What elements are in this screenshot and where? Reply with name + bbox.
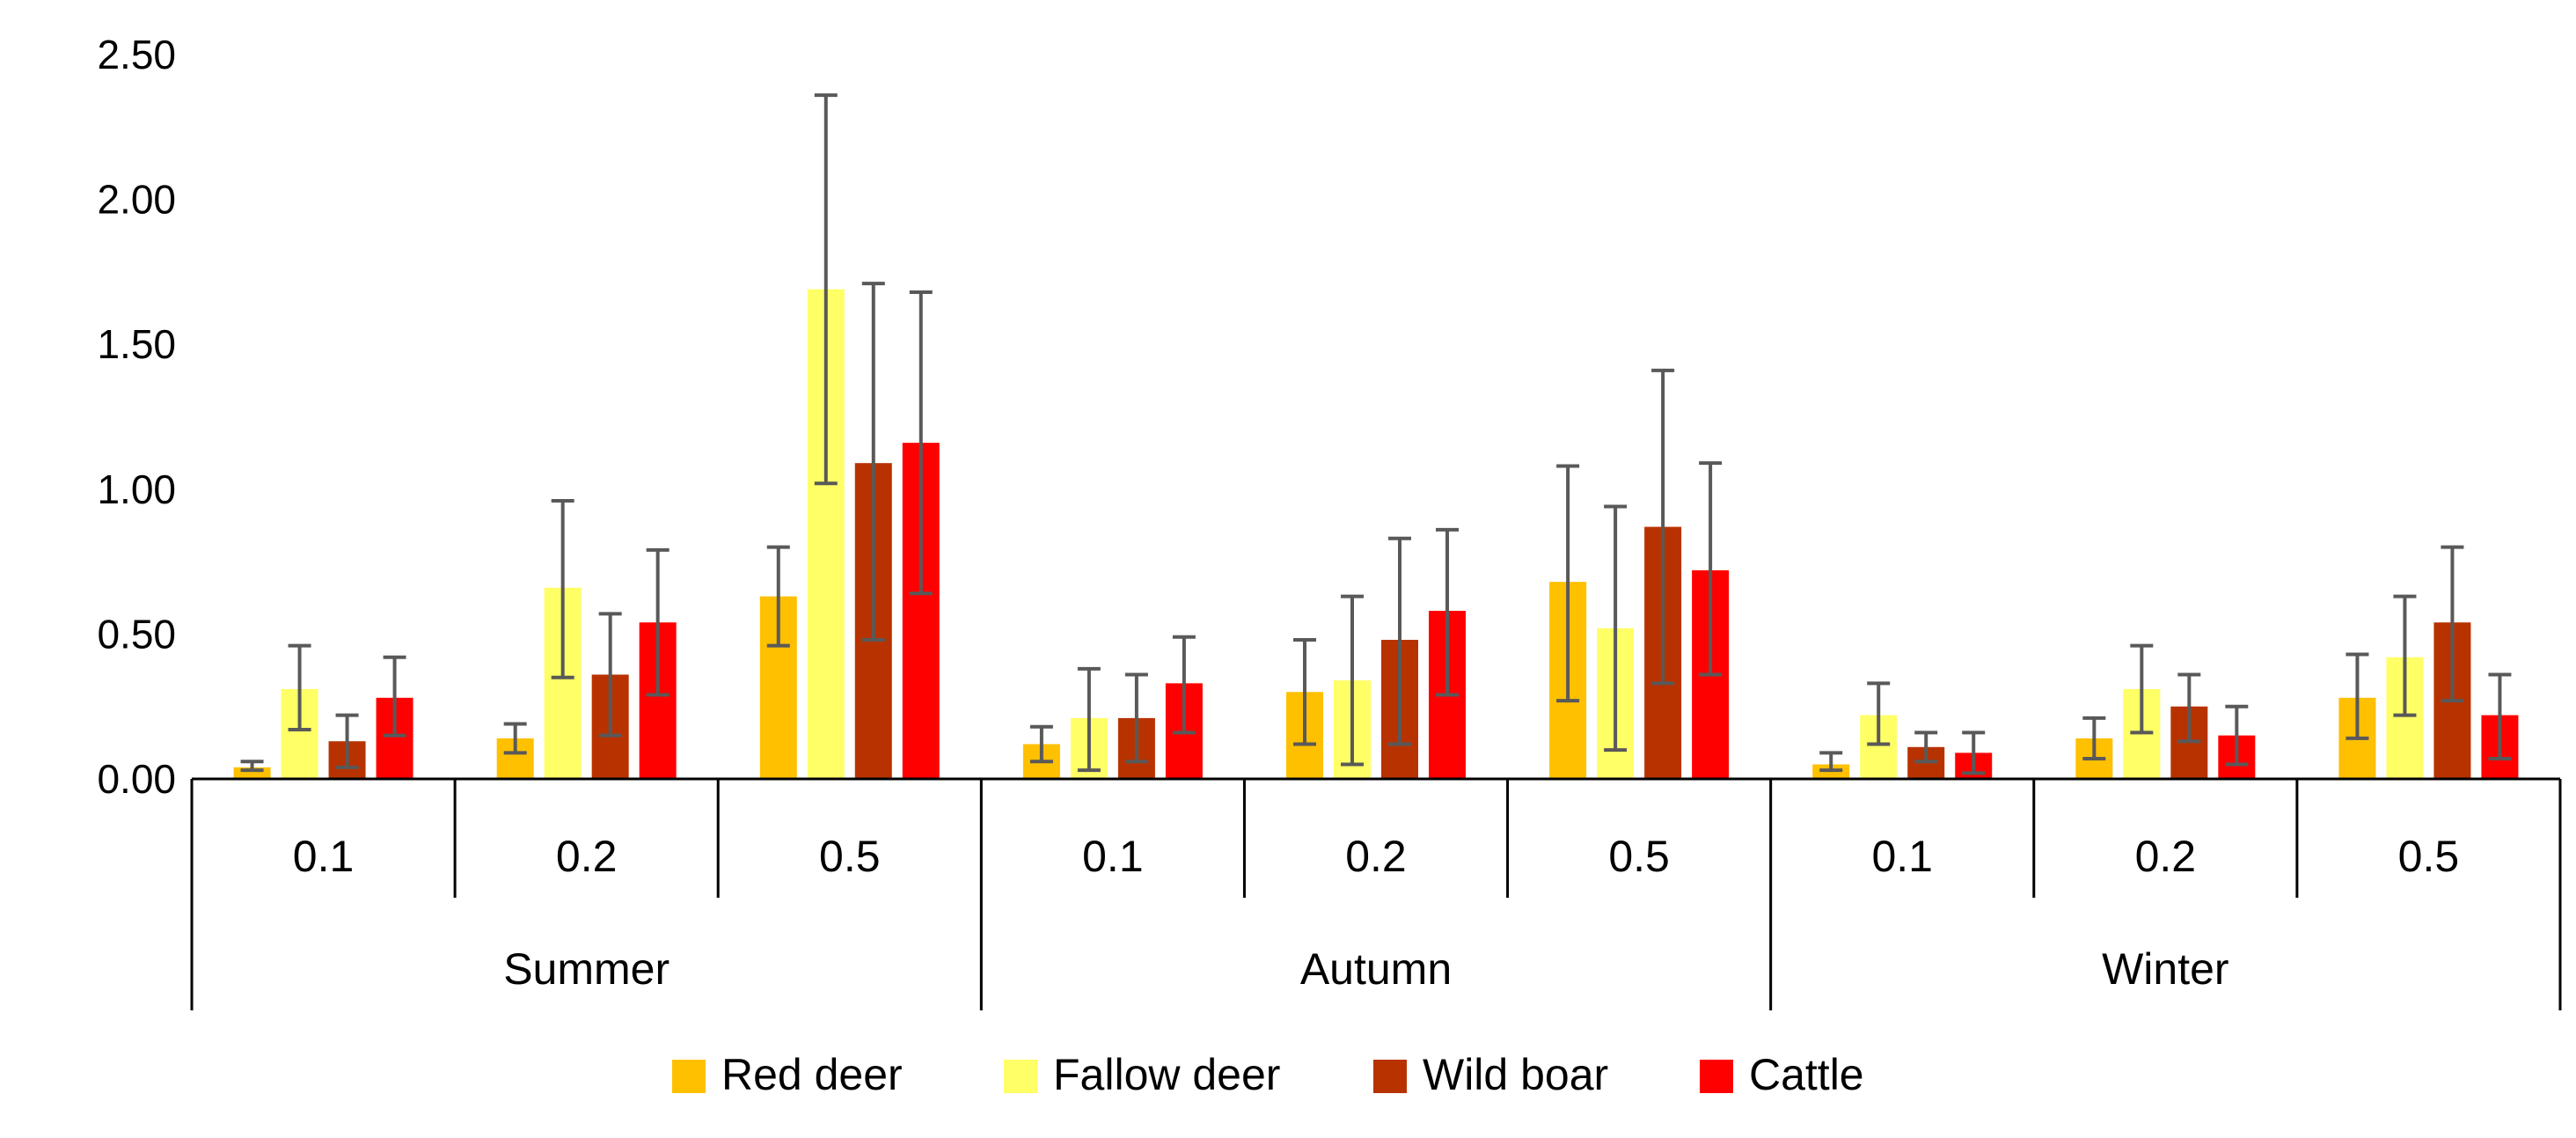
legend-swatch	[1373, 1060, 1407, 1093]
legend-swatch	[1004, 1060, 1037, 1093]
group-label: Summer	[503, 944, 670, 994]
y-tick-label: 1.00	[97, 466, 176, 512]
legend-swatch	[1700, 1060, 1733, 1093]
category-label: 0.5	[1608, 832, 1670, 881]
category-label: 0.2	[2135, 832, 2197, 881]
legend-label: Fallow deer	[1053, 1050, 1280, 1099]
legend-label: Red deer	[721, 1050, 903, 1099]
category-label: 0.1	[1082, 832, 1144, 881]
category-label: 0.2	[1345, 832, 1407, 881]
legend-label: Cattle	[1749, 1050, 1864, 1099]
group-label: Winter	[2102, 944, 2228, 994]
category-label: 0.1	[1871, 832, 1933, 881]
y-tick-label: 1.50	[97, 321, 176, 367]
category-label: 0.2	[556, 832, 618, 881]
group-label: Autumn	[1300, 944, 1452, 994]
y-tick-label: 2.50	[97, 32, 176, 77]
y-tick-label: 2.00	[97, 177, 176, 223]
y-tick-label: 0.00	[97, 756, 176, 802]
category-label: 0.5	[819, 832, 881, 881]
legend-swatch	[672, 1060, 706, 1093]
category-label: 0.5	[2398, 832, 2460, 881]
category-label: 0.1	[293, 832, 355, 881]
legend-label: Wild boar	[1423, 1050, 1608, 1099]
y-tick-label: 0.50	[97, 611, 176, 657]
